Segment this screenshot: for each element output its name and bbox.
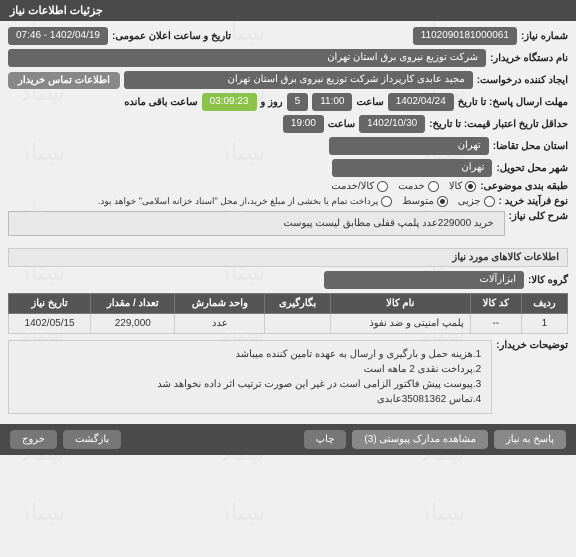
remain-label: ساعت باقی مانده bbox=[124, 97, 197, 108]
notes-label: توضیحات خریدار: bbox=[496, 340, 568, 351]
radio-small-label: جزیی bbox=[458, 196, 481, 207]
price-valid-hour: 19:00 bbox=[283, 115, 324, 133]
desc-box: خرید 229000عدد پلمپ قفلی مطابق لیست پیوس… bbox=[8, 211, 505, 236]
days-value: 5 bbox=[287, 93, 309, 111]
col-name: نام کالا bbox=[330, 294, 470, 314]
contact-badge[interactable]: اطلاعات تماس خریدار bbox=[8, 72, 120, 89]
public-time-label: تاریخ و ساعت اعلان عمومی: bbox=[112, 31, 231, 42]
req-loc-value: تهران bbox=[329, 137, 489, 155]
cell-date: 1402/05/15 bbox=[9, 314, 91, 334]
exit-button[interactable]: خروج bbox=[10, 430, 57, 449]
days-label: روز و bbox=[261, 97, 283, 108]
price-valid-label: حداقل تاریخ اعتبار قیمت: تا تاریخ: bbox=[429, 119, 568, 130]
cell-unit: عدد bbox=[175, 314, 265, 334]
col-row: ردیف bbox=[521, 294, 567, 314]
window-title-bar: جزئیات اطلاعات نیاز bbox=[0, 0, 576, 21]
desc-label: شرح کلی نیاز: bbox=[509, 211, 568, 222]
group-label: گروه کالا: bbox=[528, 275, 568, 286]
creator-label: ایجاد کننده درخواست: bbox=[477, 75, 568, 86]
need-no-value: 1102090181000061 bbox=[413, 27, 517, 45]
note-line-1: 1.هزینه حمل و بارگیری و ارسال به عهده تا… bbox=[19, 347, 481, 362]
price-valid-date: 1402/10/30 bbox=[359, 115, 425, 133]
radio-goods-label: کالا bbox=[449, 181, 463, 192]
hour-label: ساعت bbox=[356, 97, 383, 108]
col-date: تاریخ نیاز bbox=[9, 294, 91, 314]
buyer-label: نام دستگاه خریدار: bbox=[490, 53, 568, 64]
deadline-label: مهلت ارسال پاسخ: تا تاریخ bbox=[458, 97, 568, 108]
public-time-value: 1402/04/19 - 07:46 bbox=[8, 27, 108, 45]
items-section-header: اطلاعات کالاهای مورد نیاز bbox=[8, 248, 568, 267]
reply-button[interactable]: پاسخ به نیاز bbox=[494, 430, 566, 449]
del-loc-value: تهران bbox=[332, 159, 492, 177]
need-no-label: شماره نیاز: bbox=[521, 31, 568, 42]
category-label: طبقه بندی موضوعی: bbox=[480, 181, 568, 192]
items-table: ردیف کد کالا نام کالا بگارگیری واحد شمار… bbox=[8, 293, 568, 334]
buy-type-label: نوع فرآیند خرید : bbox=[499, 196, 568, 207]
category-radio-group: کالا خدمت کالا/خدمت bbox=[331, 181, 476, 192]
deadline-hour: 11:00 bbox=[312, 93, 352, 111]
radio-goods[interactable] bbox=[465, 181, 476, 192]
col-pkg: بگارگیری bbox=[265, 294, 331, 314]
req-loc-label: استان محل تقاضا: bbox=[493, 141, 568, 152]
cell-code: -- bbox=[470, 314, 521, 334]
radio-medium-label: متوسط bbox=[402, 196, 433, 207]
radio-both-label: کالا/خدمت bbox=[331, 181, 374, 192]
col-unit: واحد شمارش bbox=[175, 294, 265, 314]
col-code: کد کالا bbox=[470, 294, 521, 314]
cell-row: 1 bbox=[521, 314, 567, 334]
deadline-date: 1402/04/24 bbox=[388, 93, 454, 111]
desc-text: خرید 229000عدد پلمپ قفلی مطابق لیست پیوس… bbox=[283, 218, 493, 229]
note-line-4: 4.تماس 35081362عابدی bbox=[19, 392, 481, 407]
back-button[interactable]: بازگشت bbox=[63, 430, 121, 449]
radio-small[interactable] bbox=[484, 196, 495, 207]
table-row[interactable]: 1 -- پلمپ امنیتی و ضد نفوذ عدد 229,000 1… bbox=[9, 314, 568, 334]
group-value: ابزارآلات bbox=[324, 271, 524, 289]
window-title: جزئیات اطلاعات نیاز bbox=[10, 4, 103, 17]
footer-toolbar: پاسخ به نیاز مشاهده مدارک پیوستی (3) چاپ… bbox=[0, 424, 576, 455]
attachments-button[interactable]: مشاهده مدارک پیوستی (3) bbox=[352, 430, 488, 449]
buyer-notes: 1.هزینه حمل و بارگیری و ارسال به عهده تا… bbox=[8, 340, 492, 414]
print-button[interactable]: چاپ bbox=[304, 430, 347, 449]
radio-service[interactable] bbox=[428, 181, 439, 192]
radio-islamic[interactable] bbox=[381, 196, 392, 207]
buyer-value: شرکت توزیع نیروی برق استان تهران bbox=[8, 49, 486, 67]
note-line-2: 2.پرداخت نقدی 2 ماهه است bbox=[19, 362, 481, 377]
cell-pkg bbox=[265, 314, 331, 334]
note-line-3: 3.پیوست پیش فاکتور الزامی است در غیر این… bbox=[19, 377, 481, 392]
cell-qty: 229,000 bbox=[91, 314, 175, 334]
hour-label-2: ساعت bbox=[328, 119, 355, 130]
radio-both[interactable] bbox=[377, 181, 388, 192]
radio-islamic-note: پرداخت تمام یا بخشی از مبلغ خرید،از محل … bbox=[98, 196, 378, 207]
remain-value: 03:09:23 bbox=[202, 93, 257, 111]
del-loc-label: شهر محل تحویل: bbox=[496, 163, 568, 174]
radio-service-label: خدمت bbox=[398, 181, 425, 192]
buy-type-radio-group: جزیی متوسط پرداخت تمام یا بخشی از مبلغ خ… bbox=[98, 196, 495, 207]
col-qty: تعداد / مقدار bbox=[91, 294, 175, 314]
cell-name: پلمپ امنیتی و ضد نفوذ bbox=[330, 314, 470, 334]
creator-value: مجید عابدی کارپرداز شرکت توزیع نیروی برق… bbox=[124, 71, 473, 89]
radio-medium[interactable] bbox=[437, 196, 448, 207]
